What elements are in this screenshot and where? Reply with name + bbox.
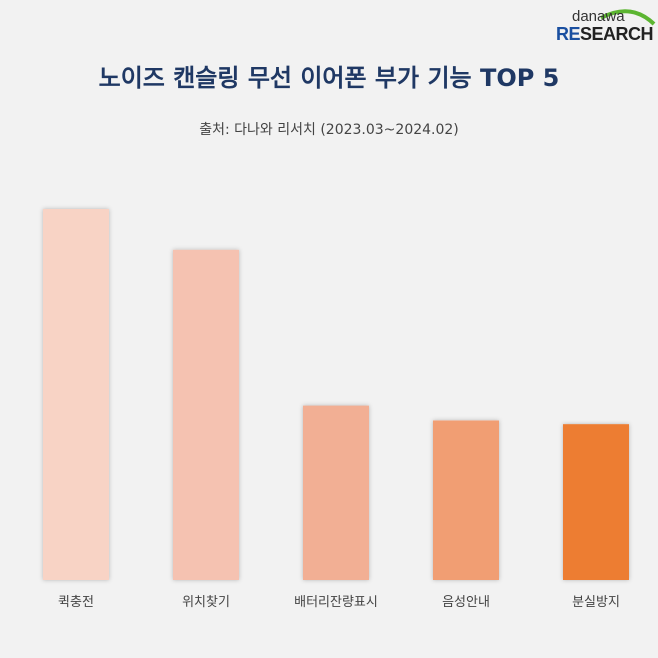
chart-subtitle: 출처: 다나와 리서치 (2023.03~2024.02) (199, 122, 459, 138)
x-tick-label: 퀵충전 (58, 595, 94, 610)
bar-3 (303, 405, 369, 580)
logo-line2: RESEARCH (556, 24, 654, 44)
bar-2 (173, 249, 239, 580)
x-tick-label: 음성안내 (442, 595, 490, 610)
bar-5 (563, 424, 629, 580)
bar-1 (43, 209, 109, 580)
x-tick-label: 위치찾기 (182, 595, 230, 610)
x-tick-label: 배터리잔량표시 (294, 595, 378, 610)
logo-line1: danawa (572, 8, 625, 25)
x-tick-label: 분실방지 (572, 595, 620, 610)
chart-title: 노이즈 캔슬링 무선 이어폰 부가 기능 TOP 5 (98, 64, 560, 92)
bar-4 (433, 420, 499, 580)
danawa-research-logo: danawa RESEARCH (556, 6, 656, 48)
logo-swoosh-icon (600, 9, 656, 26)
